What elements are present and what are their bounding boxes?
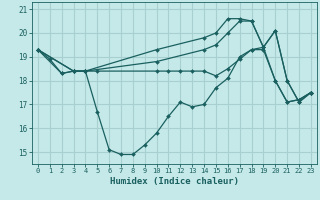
X-axis label: Humidex (Indice chaleur): Humidex (Indice chaleur)	[110, 177, 239, 186]
